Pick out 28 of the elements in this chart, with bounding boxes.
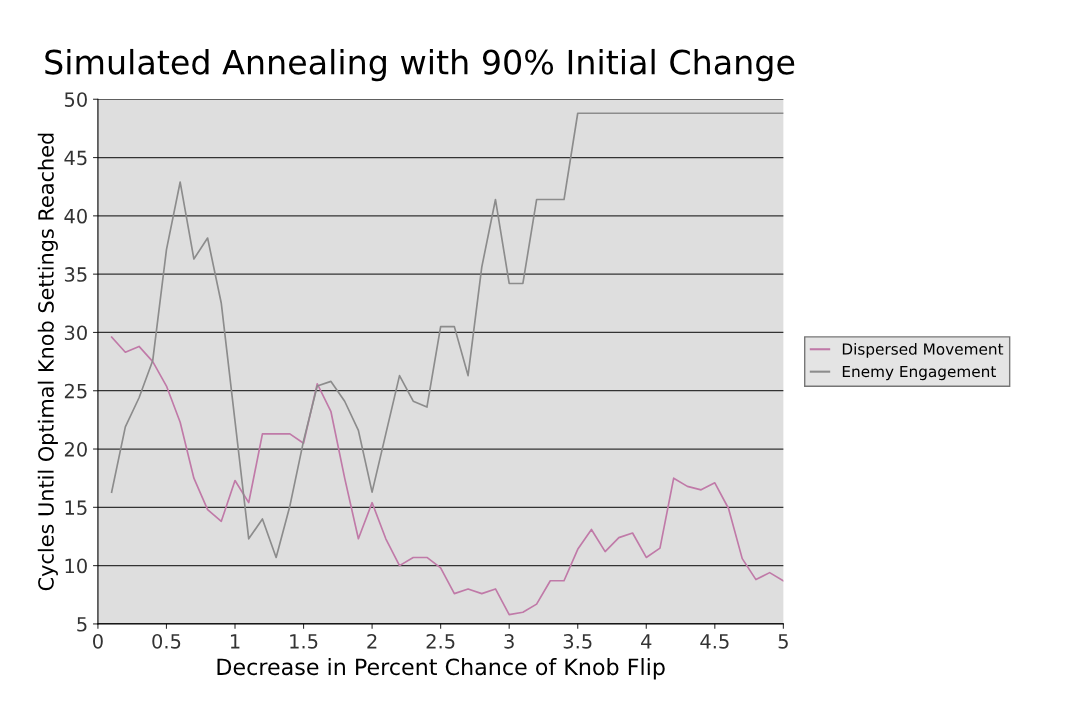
y-tick-label: 50 [64, 92, 87, 107]
y-tick-label: 20 [64, 441, 87, 457]
x-tick-label: 0.5 [152, 633, 181, 649]
line-series [110, 336, 784, 616]
y-axis-title: Cycles Until Optimal Knob Settings Reached [37, 133, 58, 591]
x-tick-label: 3.5 [563, 633, 592, 649]
x-tick-label: 5 [778, 634, 788, 649]
y-tick-label: 40 [64, 208, 87, 224]
x-tick-label: 3 [504, 633, 514, 649]
y-tick-label: 15 [65, 500, 87, 515]
y-tick-label: 5 [77, 617, 87, 632]
x-tick-label: 0 [93, 633, 103, 649]
x-tick-label: 4 [641, 634, 652, 649]
x-tick-label: 1 [230, 634, 240, 649]
legend-label: Dispersed Movement [842, 342, 1004, 358]
line-series [110, 112, 784, 559]
y-tick-label: 10 [65, 558, 87, 574]
x-tick-label: 4.5 [700, 634, 729, 649]
x-tick-label: 2 [367, 633, 377, 649]
legend-label: Enemy Engagement [842, 365, 996, 381]
y-tick-label: 25 [64, 383, 87, 399]
y-tick-label: 30 [64, 325, 87, 341]
y-tick-label: 35 [64, 267, 87, 282]
y-tick-label: 45 [64, 150, 87, 166]
x-tick-label: 2.5 [426, 633, 455, 649]
x-axis-title: Decrease in Percent Chance of Knob Flip [217, 658, 665, 680]
chart-title: Simulated Annealing with 90% Initial Change [45, 48, 795, 82]
x-tick-label: 1.5 [290, 634, 318, 649]
